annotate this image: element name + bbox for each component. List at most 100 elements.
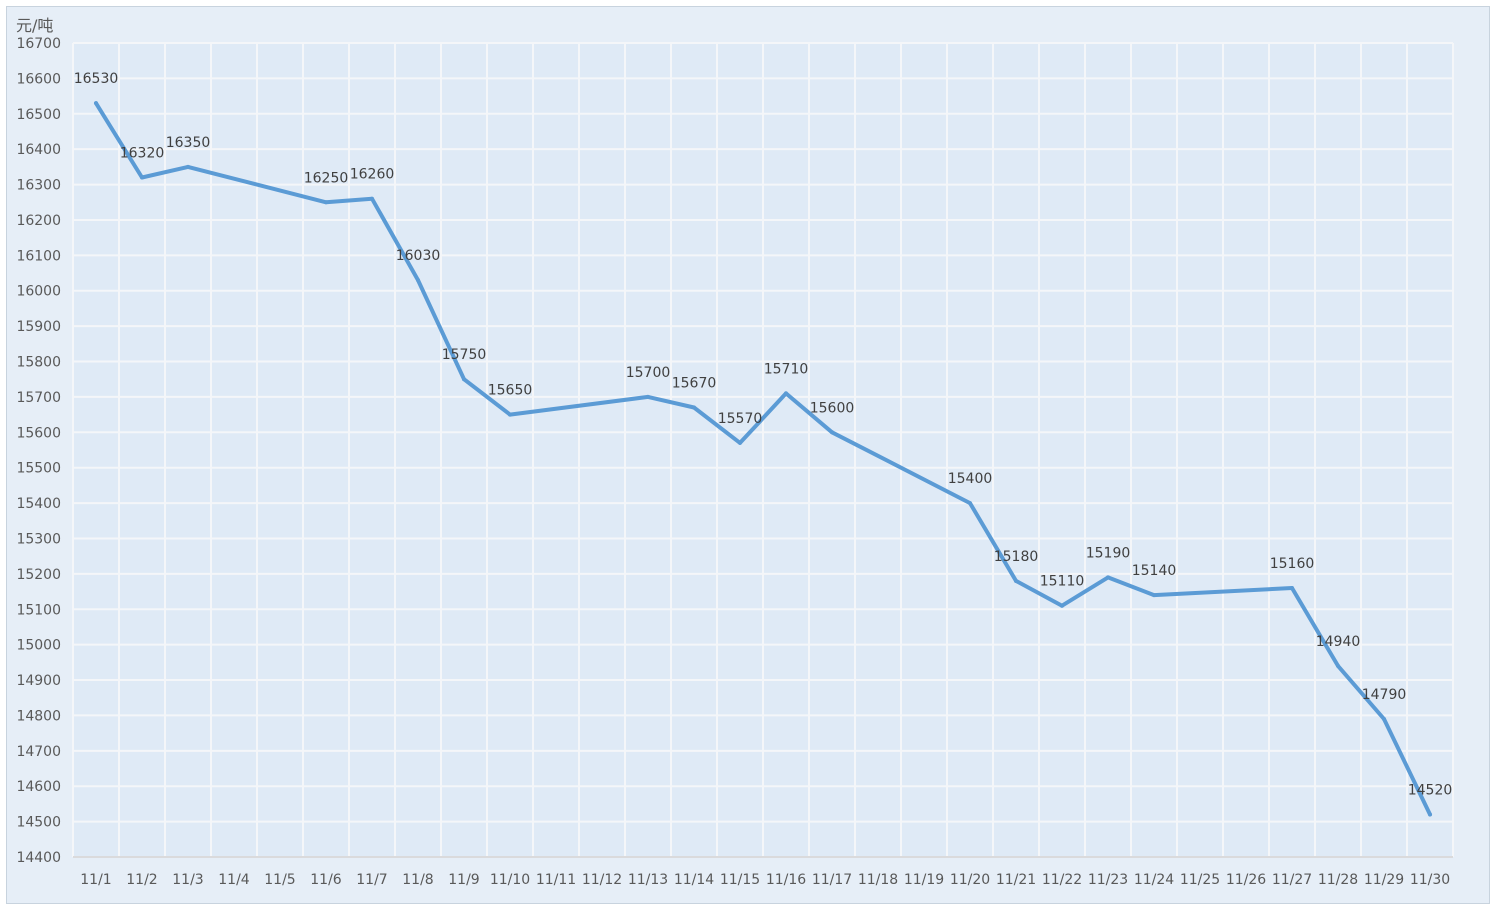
x-tick-label: 11/12 xyxy=(582,872,622,888)
x-tick-label: 11/29 xyxy=(1364,872,1404,888)
data-label: 15140 xyxy=(1132,563,1177,579)
x-tick-label: 11/11 xyxy=(536,872,576,888)
y-tick-label: 15000 xyxy=(16,638,61,654)
data-label: 15600 xyxy=(810,400,855,416)
data-point xyxy=(462,377,466,382)
data-point xyxy=(1290,586,1294,591)
x-tick-label: 11/7 xyxy=(356,872,387,888)
x-tick-label: 11/28 xyxy=(1318,872,1358,888)
line-chart: 14400 14500 14600 14700 14800 14900 15000 15100… xyxy=(16,16,1454,888)
x-tick-label: 11/3 xyxy=(172,872,203,888)
x-tick-label: 11/15 xyxy=(720,872,760,888)
data-point xyxy=(1152,593,1156,598)
data-label: 15190 xyxy=(1086,545,1131,561)
y-tick-label: 15600 xyxy=(16,425,61,441)
data-points xyxy=(94,101,1432,817)
y-tick-label: 14700 xyxy=(16,744,61,760)
y-tick-label: 15900 xyxy=(16,319,61,335)
x-tick-label: 11/22 xyxy=(1042,872,1082,888)
data-point xyxy=(1106,575,1110,580)
y-axis-unit-label: 元/吨 xyxy=(16,16,53,35)
series-line xyxy=(94,101,1432,817)
x-tick-label: 11/20 xyxy=(950,872,990,888)
data-label: 16530 xyxy=(74,71,119,87)
data-label: 15180 xyxy=(994,549,1039,565)
y-tick-label: 15300 xyxy=(16,531,61,547)
y-tick-label: 16100 xyxy=(16,248,61,264)
x-tick-label: 11/6 xyxy=(310,872,342,888)
x-tick-label: 11/14 xyxy=(674,872,714,888)
data-point xyxy=(692,405,696,410)
x-tick-label: 11/24 xyxy=(1134,872,1174,888)
data-point xyxy=(324,200,328,205)
x-tick-label: 11/27 xyxy=(1272,872,1312,888)
data-point xyxy=(738,440,742,445)
data-label: 15650 xyxy=(488,383,533,399)
x-tick-label: 11/23 xyxy=(1088,872,1128,888)
y-tick-label: 14900 xyxy=(16,673,61,689)
x-tick-label: 11/2 xyxy=(126,872,157,888)
data-point xyxy=(140,175,144,180)
data-point xyxy=(1014,578,1018,583)
y-tick-label: 14800 xyxy=(16,708,61,724)
data-point xyxy=(968,501,972,506)
y-tick-label: 16300 xyxy=(16,178,61,194)
data-label: 15110 xyxy=(1040,574,1085,590)
data-label: 15700 xyxy=(626,365,671,381)
data-label: 15570 xyxy=(718,411,763,427)
data-label: 16030 xyxy=(396,248,441,264)
y-tick-label: 15800 xyxy=(16,355,61,371)
x-tick-label: 11/10 xyxy=(490,872,530,888)
data-point xyxy=(1428,812,1432,817)
data-label: 16250 xyxy=(304,170,349,186)
data-label: 16260 xyxy=(350,167,395,183)
y-tick-label: 15400 xyxy=(16,496,61,512)
y-axis-tick-labels: 14400 14500 14600 14700 14800 14900 15000 15100… xyxy=(16,36,61,866)
data-label: 14940 xyxy=(1316,634,1361,650)
x-tick-label: 11/4 xyxy=(218,872,250,888)
data-label: 16320 xyxy=(120,145,165,161)
y-tick-label: 14400 xyxy=(16,850,61,866)
y-tick-label: 15500 xyxy=(16,461,61,477)
data-label: 15710 xyxy=(764,361,809,377)
x-tick-label: 11/18 xyxy=(858,872,898,888)
x-tick-label: 11/25 xyxy=(1180,872,1220,888)
data-point xyxy=(94,101,98,106)
x-tick-label: 11/1 xyxy=(80,872,111,888)
data-point xyxy=(646,394,650,399)
data-point xyxy=(508,412,512,417)
data-label: 15160 xyxy=(1270,556,1315,572)
data-point xyxy=(186,164,190,169)
x-tick-label: 11/5 xyxy=(264,872,295,888)
y-tick-label: 16200 xyxy=(16,213,61,229)
data-label: 14520 xyxy=(1408,783,1453,799)
data-point xyxy=(830,430,834,435)
data-label: 15670 xyxy=(672,376,717,392)
y-tick-label: 16000 xyxy=(16,284,61,300)
data-label: 16350 xyxy=(166,135,211,151)
data-label: 14790 xyxy=(1362,687,1407,703)
x-tick-label: 11/21 xyxy=(996,872,1036,888)
data-label: 15750 xyxy=(442,347,487,363)
y-tick-label: 16700 xyxy=(16,36,61,52)
y-tick-label: 15200 xyxy=(16,567,61,583)
y-tick-label: 16500 xyxy=(16,107,61,123)
data-point xyxy=(1336,663,1340,668)
y-tick-label: 15700 xyxy=(16,390,61,406)
y-tick-label: 14600 xyxy=(16,779,61,795)
x-tick-label: 11/19 xyxy=(904,872,944,888)
y-tick-label: 15100 xyxy=(16,602,61,618)
data-point xyxy=(1060,603,1064,608)
data-point xyxy=(784,391,788,396)
data-label: 15400 xyxy=(948,471,993,487)
x-gridlines xyxy=(72,43,1454,857)
data-point xyxy=(416,278,420,283)
data-point xyxy=(1382,716,1386,721)
y-tick-label: 16400 xyxy=(16,142,61,158)
y-tick-label: 14500 xyxy=(16,815,61,831)
chart-frame: 14400 14500 14600 14700 14800 14900 15000 15100… xyxy=(6,6,1490,904)
x-tick-label: 11/26 xyxy=(1226,872,1266,888)
x-axis-tick-labels: 11/1 11/2 11/3 11/4 11/5 11/6 11/7 11/8 11/9 11/1… xyxy=(80,872,1450,888)
x-tick-label: 11/9 xyxy=(448,872,479,888)
